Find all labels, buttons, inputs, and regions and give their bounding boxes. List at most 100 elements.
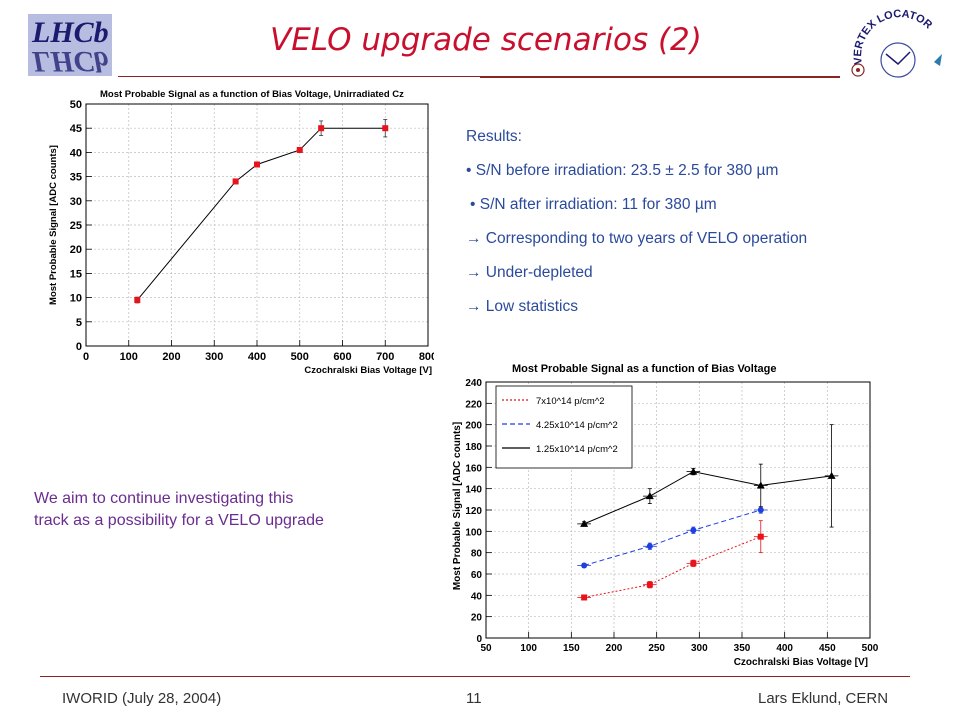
x-tick-label: 0 — [83, 351, 89, 363]
result-item: • S/N before irradiation: 23.5 ± 2.5 for… — [466, 162, 779, 179]
chart1-xticks: 0 100 200 300 400 500 600 700 800 — [83, 340, 434, 363]
y-tick-label: 20 — [70, 244, 82, 256]
y-tick-label: 200 — [465, 421, 482, 432]
y-tick-label: 35 — [70, 172, 82, 184]
legend-label: 7x10^14 p/cm^2 — [536, 396, 605, 407]
x-tick-label: 450 — [819, 643, 836, 654]
data-point — [232, 178, 239, 185]
svg-text:VERTEX LOCATOR: VERTEX LOCATOR — [852, 8, 934, 65]
chart1-title: Most Probable Signal as a function of Bi… — [100, 89, 404, 100]
vertex-locator-logo: VERTEX LOCATOR — [851, 8, 942, 78]
footer-divider — [40, 676, 910, 677]
x-tick-label: 500 — [862, 643, 879, 654]
data-point — [134, 297, 141, 304]
data-point — [254, 161, 260, 168]
lhcb-logo-text: LHCb — [32, 16, 109, 49]
y-tick-label: 60 — [471, 570, 483, 581]
y-tick-label: 140 — [465, 485, 482, 496]
y-tick-label: 220 — [465, 399, 482, 410]
data-point — [756, 481, 765, 489]
data-point — [581, 594, 588, 601]
data-point — [646, 543, 653, 550]
data-point — [318, 125, 325, 132]
y-tick-label: 25 — [70, 220, 82, 232]
data-point — [296, 146, 303, 153]
data-point — [690, 527, 697, 534]
y-tick-label: 30 — [70, 196, 82, 208]
data-point — [382, 125, 389, 132]
data-point — [757, 507, 764, 513]
y-tick-label: 0 — [76, 341, 82, 353]
aim-line: track as a possibility for a VELO upgrad… — [34, 512, 324, 529]
chart2-series — [577, 424, 839, 601]
series-line — [584, 536, 761, 598]
y-tick-label: 160 — [465, 463, 482, 474]
x-tick-label: 300 — [691, 643, 708, 654]
lhcb-logo: LHCb LHCb — [28, 14, 112, 78]
results-block: Results: • S/N before irradiation: 23.5 … — [466, 120, 807, 324]
y-tick-label: 20 — [471, 613, 483, 624]
x-tick-label: 400 — [248, 351, 266, 363]
chart1-ylabel: Most Probable Signal [ADC counts] — [48, 145, 59, 305]
chart2-xlabel: Czochralski Bias Voltage [V] — [734, 657, 868, 668]
x-tick-label: 350 — [734, 643, 751, 654]
data-point — [645, 492, 654, 500]
x-tick-label: 400 — [776, 643, 793, 654]
chart1-series — [134, 119, 389, 304]
y-tick-label: 80 — [471, 549, 483, 560]
y-tick-label: 120 — [465, 506, 482, 517]
chart1-xlabel: Czochralski Bias Voltage [V] — [304, 365, 432, 376]
x-tick-label: 150 — [563, 643, 580, 654]
x-tick-label: 200 — [606, 643, 623, 654]
x-tick-label: 200 — [162, 351, 180, 363]
x-tick-label: 100 — [120, 351, 138, 363]
x-tick-label: 250 — [648, 643, 665, 654]
x-tick-label: 100 — [520, 643, 537, 654]
footer-conference: IWORID (July 28, 2004) — [62, 690, 222, 707]
chart2-legend: 7x10^14 p/cm^2 4.25x10^14 p/cm^2 1.25x10^1… — [495, 385, 633, 469]
data-point — [690, 560, 697, 567]
result-item: • S/N after irradiation: 11 for 380 µm — [470, 196, 717, 213]
data-point — [580, 519, 589, 527]
data-point — [757, 533, 764, 540]
aim-statement: We aim to continue investigating this tr… — [34, 488, 324, 532]
result-item: → Corresponding to two years of VELO ope… — [466, 230, 808, 247]
x-tick-label: 300 — [205, 351, 223, 363]
y-tick-label: 15 — [70, 268, 82, 280]
title-divider-accent — [480, 77, 840, 78]
x-tick-label: 600 — [333, 351, 351, 363]
data-point — [689, 467, 698, 475]
lhcb-logo-reflection: LHCb — [32, 45, 109, 78]
y-tick-label: 240 — [465, 378, 482, 389]
x-tick-label: 50 — [480, 643, 492, 654]
legend-label: 4.25x10^14 p/cm^2 — [536, 420, 618, 431]
chart1-grid — [85, 103, 429, 347]
y-tick-label: 0 — [476, 634, 482, 645]
x-tick-label: 500 — [291, 351, 309, 363]
series-line — [583, 471, 832, 525]
result-item: → Under-depleted — [466, 264, 593, 281]
y-tick-label: 45 — [70, 123, 82, 135]
aim-line: We aim to continue investigating this — [34, 490, 294, 507]
chart2-xticks: 50 100 150 200 250 300 350 400 450 500 — [480, 632, 879, 654]
title-divider — [118, 76, 840, 77]
footer-author: Lars Eklund, CERN — [758, 690, 889, 707]
data-point — [581, 562, 588, 569]
series-line — [136, 127, 386, 301]
chart2-ylabel: Most Probable Signal [ADC counts] — [452, 422, 463, 590]
y-tick-label: 40 — [471, 591, 483, 602]
y-tick-label: 5 — [76, 317, 82, 329]
chart-irradiated: Most Probable Signal as a function of Bi… — [452, 363, 879, 668]
x-tick-label: 700 — [376, 351, 394, 363]
y-tick-label: 10 — [70, 293, 82, 305]
chart2-yticks: 0 20 40 60 80 100 120 140 160 180 200 220 240 — [465, 378, 492, 645]
results-heading: Results: — [466, 128, 522, 145]
page-title: VELO upgrade scenarios (2) — [270, 22, 702, 58]
data-point — [827, 471, 836, 479]
y-tick-label: 40 — [70, 147, 82, 159]
chart-unirradiated: Most Probable Signal as a function of Bi… — [48, 89, 434, 376]
chart1-yticks: 0 5 10 15 20 25 30 35 40 45 50 — [70, 99, 92, 353]
data-point — [646, 581, 653, 588]
chart2-title: Most Probable Signal as a function of Bi… — [512, 363, 776, 375]
legend-label: 1.25x10^14 p/cm^2 — [536, 444, 618, 455]
